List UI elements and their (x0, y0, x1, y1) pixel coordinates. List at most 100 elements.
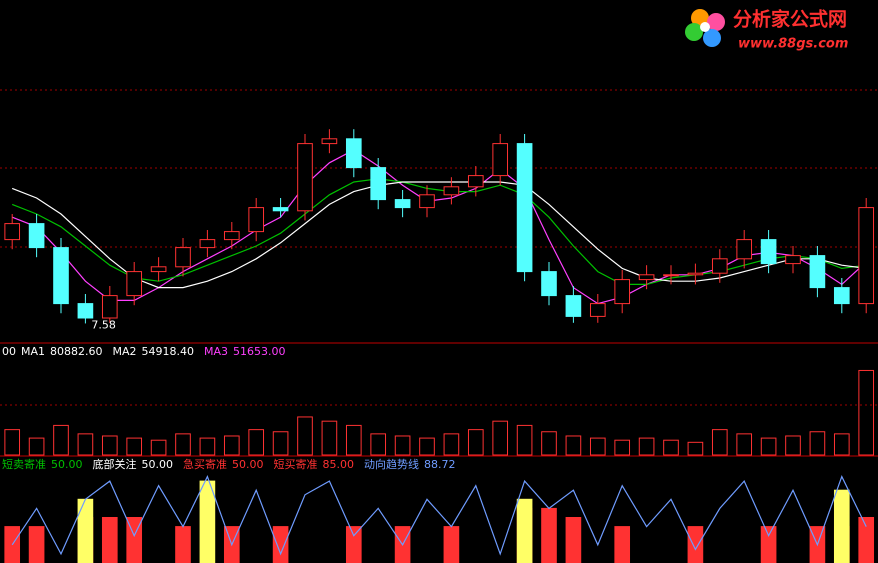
bar (443, 526, 460, 563)
candle-body (150, 266, 167, 273)
bar (785, 435, 801, 456)
bar (297, 416, 313, 456)
bar (541, 431, 557, 456)
legend-value: 85.00 (323, 458, 355, 471)
bar (760, 437, 777, 456)
bar (614, 439, 631, 456)
bar (419, 437, 435, 456)
watermark: 分析家公式网 www.88gs.com (685, 8, 848, 52)
legend-label: MA2 (113, 345, 137, 358)
bar (345, 424, 362, 456)
bar (565, 517, 582, 563)
candle-body (565, 295, 582, 317)
legend-value: 50.00 (232, 458, 264, 471)
candle-body (638, 274, 655, 281)
bar (175, 526, 191, 563)
legend-value: 88.72 (424, 458, 456, 471)
bar (77, 498, 94, 563)
bar (175, 433, 191, 456)
candle-body (614, 279, 631, 305)
bar (28, 437, 45, 456)
legend-label: 00 (2, 345, 16, 358)
bar (370, 433, 387, 456)
grid (0, 89, 878, 406)
candle-body (175, 247, 191, 268)
bar (614, 526, 631, 563)
bar (394, 435, 411, 456)
bar (589, 437, 606, 456)
bar (28, 526, 45, 563)
candle-body (687, 272, 704, 276)
bar (199, 480, 216, 563)
watermark-title: 分析家公式网 (733, 8, 847, 31)
legend-label: MA3 (204, 345, 228, 358)
candle-body (443, 186, 460, 196)
candle-body (589, 303, 606, 317)
bar (248, 429, 265, 456)
candle-body (126, 271, 143, 297)
bar (687, 526, 704, 563)
candle-body (809, 255, 826, 289)
candle-body (321, 138, 338, 145)
bar (687, 441, 704, 456)
candle-body (345, 138, 362, 169)
logo-center (700, 22, 710, 32)
candle-body (53, 247, 69, 305)
candle-body (711, 258, 728, 274)
bar (833, 489, 850, 563)
low-annotation: 7.58 (91, 318, 116, 331)
bar (4, 429, 21, 456)
logo-petal (707, 13, 725, 31)
candle-body (101, 295, 118, 319)
candle-body (419, 194, 435, 209)
bar (53, 424, 69, 456)
bar (736, 433, 753, 456)
bar (711, 429, 728, 456)
bar (541, 507, 557, 563)
bar (272, 431, 289, 456)
line (11, 178, 867, 285)
legend-value: 50.00 (142, 458, 174, 471)
line (11, 475, 867, 556)
bar (663, 439, 679, 456)
bar (443, 433, 460, 456)
legend-value: 51653.00 (233, 345, 286, 358)
bar (101, 517, 118, 563)
bar (760, 526, 777, 563)
legend-value: 50.00 (51, 458, 83, 471)
legend-value: 54918.40 (142, 345, 195, 358)
bar (638, 437, 655, 456)
legend-label: 急买寄准 (183, 457, 227, 471)
bar (467, 429, 484, 456)
bar (223, 435, 240, 456)
candle-body (858, 207, 875, 305)
bar (101, 435, 118, 456)
bar (272, 526, 289, 563)
candle-body (77, 303, 94, 319)
candle-body (297, 143, 313, 212)
legend-label: 动向趋势线 (364, 457, 419, 471)
logo-petal (703, 29, 721, 47)
bar (516, 424, 533, 456)
bar (516, 498, 533, 563)
bar (858, 517, 875, 563)
line (11, 181, 867, 289)
candle-body (785, 255, 801, 265)
legend-value: 80882.60 (50, 345, 103, 358)
candle-body (516, 143, 533, 273)
candle-body (394, 199, 411, 209)
candle-body (199, 239, 216, 249)
candle-body (28, 223, 45, 249)
candle-body (492, 143, 509, 177)
bar (492, 420, 509, 456)
bar (321, 420, 338, 456)
legend-label: 短买寄准 (274, 457, 318, 471)
candle-body (663, 274, 679, 277)
candle-body (223, 231, 240, 241)
bar (126, 437, 143, 456)
legend-label: 底部关注 (93, 457, 137, 471)
bar (833, 433, 850, 456)
bar (809, 431, 826, 456)
bar (345, 526, 362, 563)
